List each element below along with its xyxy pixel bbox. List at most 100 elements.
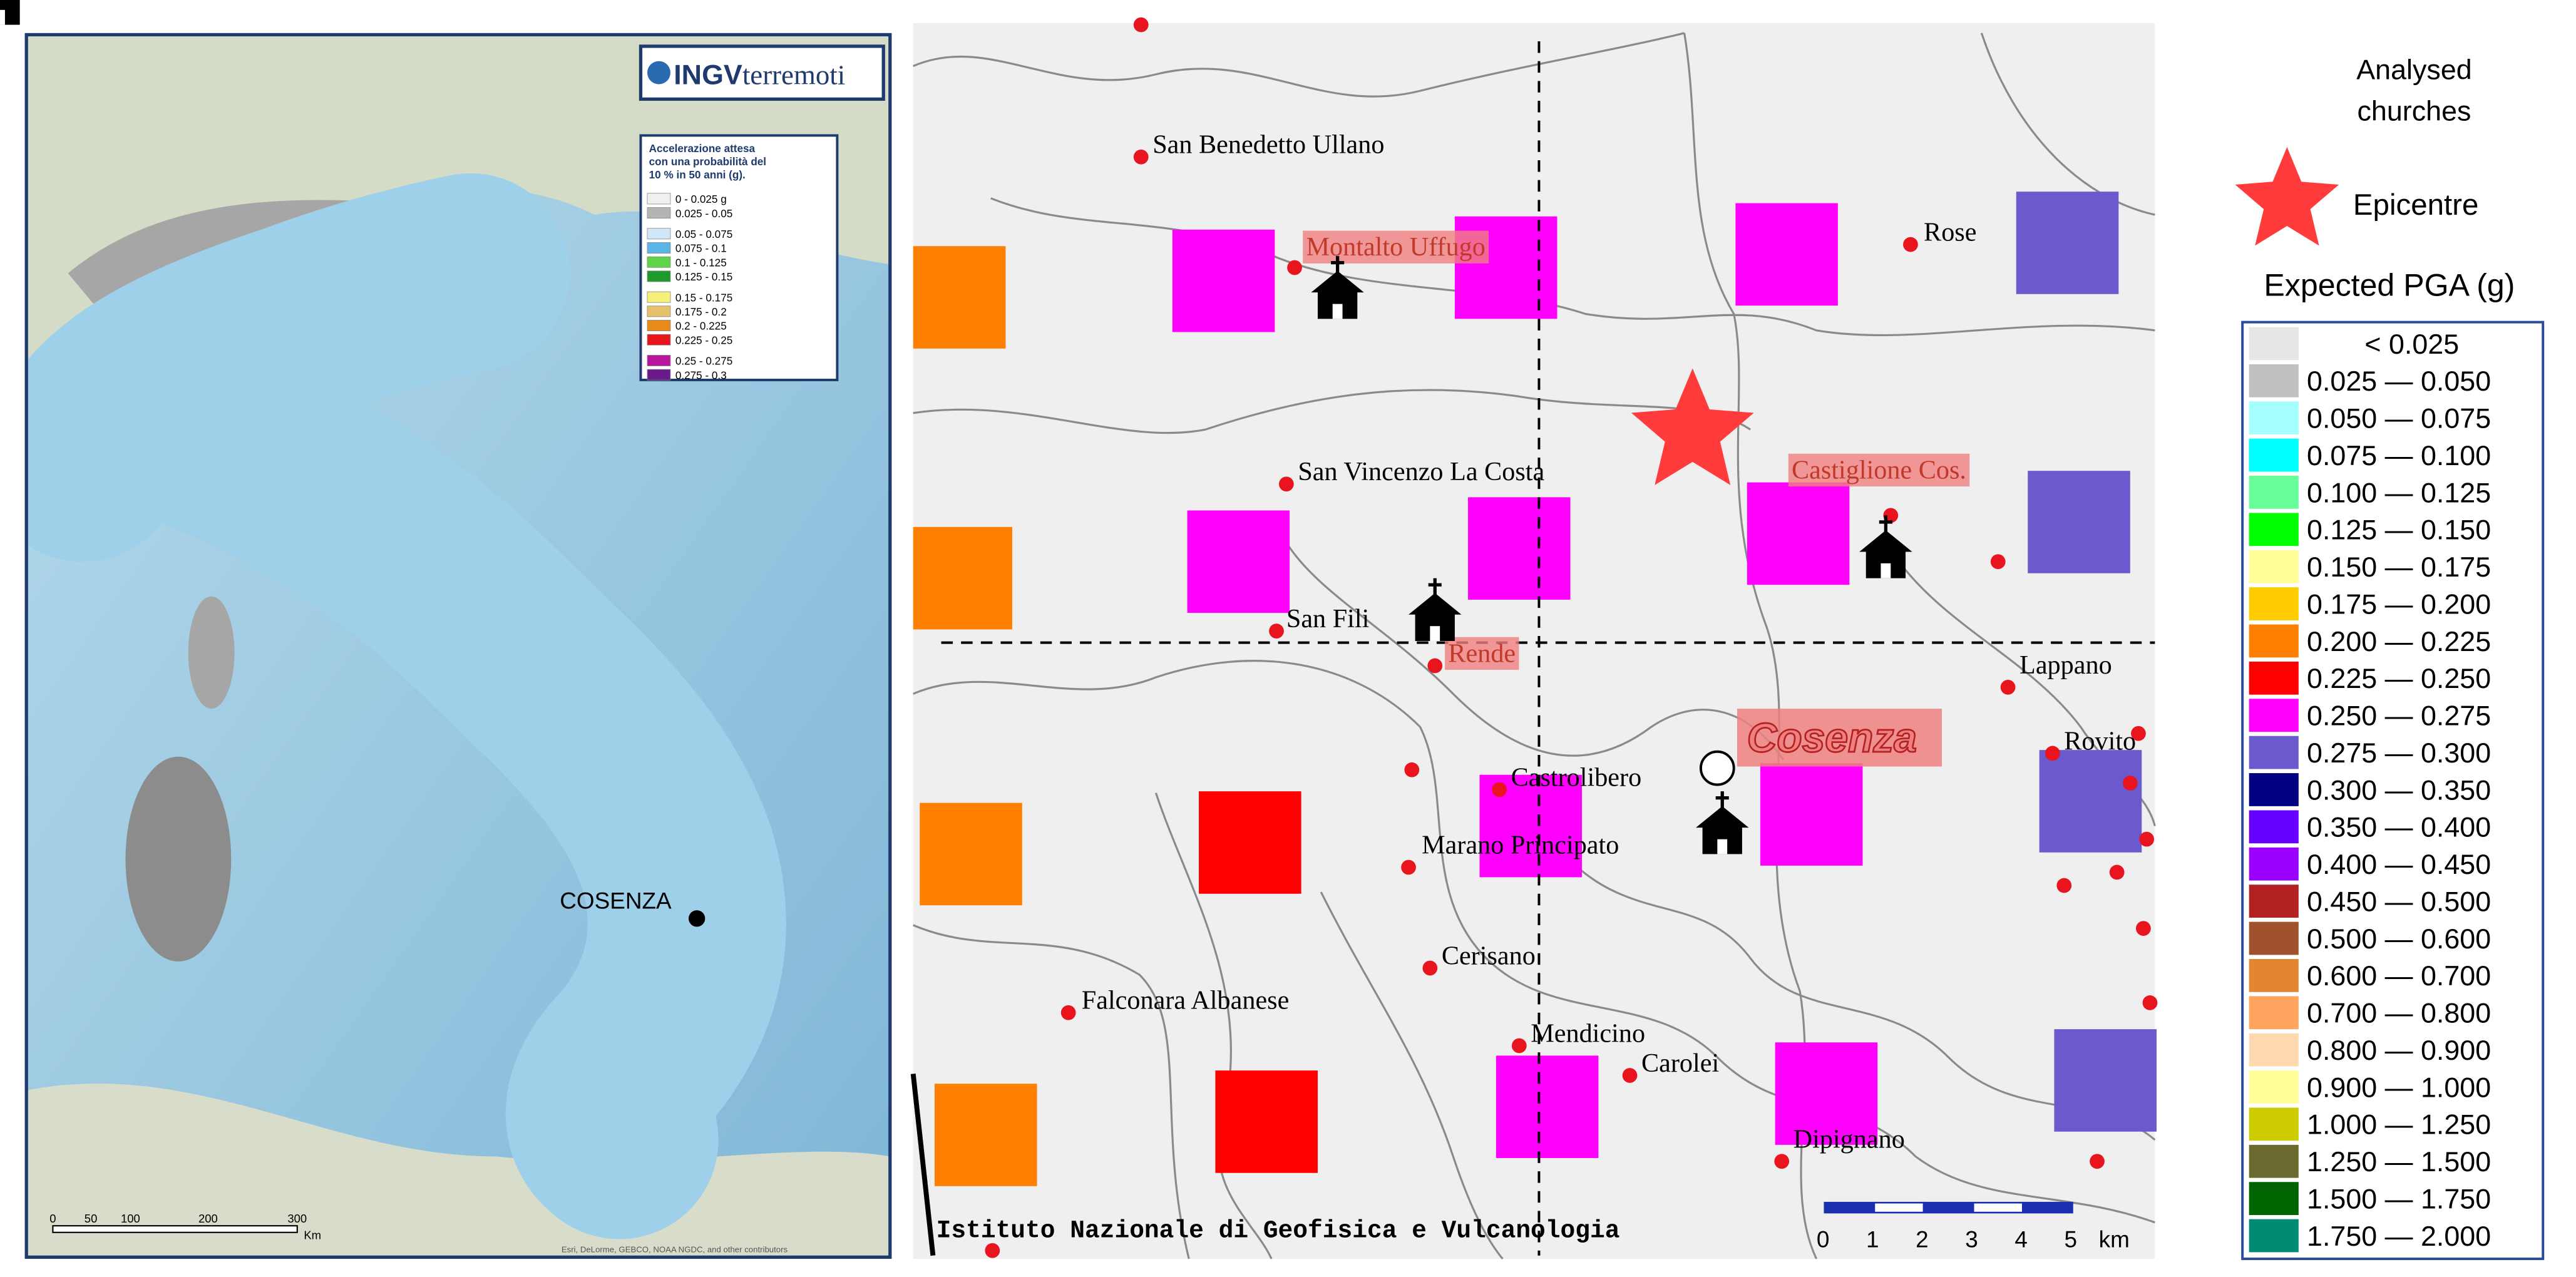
town-dot bbox=[1422, 960, 1438, 976]
left-legend-swatch bbox=[647, 369, 671, 381]
pga-cell bbox=[1735, 203, 1838, 306]
legend-label: 0.100 — 0.125 bbox=[2307, 476, 2491, 508]
town-dot bbox=[985, 1243, 1000, 1258]
left-legend-label: 0.275 - 0.3 bbox=[675, 369, 727, 381]
pga-cell bbox=[1775, 1042, 1878, 1145]
pga-cell bbox=[1496, 1055, 1599, 1158]
town-dot bbox=[1401, 859, 1416, 875]
legend-swatch bbox=[2249, 1070, 2299, 1104]
legend-label: 0.175 — 0.200 bbox=[2307, 588, 2491, 620]
legend-label: 0.600 — 0.700 bbox=[2307, 960, 2491, 992]
scale-label: 3 bbox=[1965, 1226, 1978, 1252]
pga-cell bbox=[1187, 510, 1290, 613]
legend-label: 0.275 — 0.300 bbox=[2307, 737, 2491, 769]
legend-label: 0.250 — 0.275 bbox=[2307, 700, 2491, 732]
town-dot bbox=[2136, 921, 2151, 936]
town-dot bbox=[1404, 762, 1420, 777]
right-scale: 0 1 2 3 4 5 km bbox=[1817, 1201, 2130, 1252]
town-label: Rende bbox=[1448, 638, 1516, 668]
logo-globe bbox=[647, 61, 670, 85]
town-dot bbox=[1133, 17, 1149, 33]
left-legend-label: 0.15 - 0.175 bbox=[675, 291, 732, 304]
left-legend-title: 10 % in 50 anni (g). bbox=[649, 168, 746, 181]
left-legend-swatch bbox=[647, 355, 671, 366]
town-label: Castrolibero bbox=[1511, 762, 1642, 792]
town-dot bbox=[2045, 746, 2060, 761]
scale-label: 2 bbox=[1916, 1226, 1929, 1252]
legend-label: 0.700 — 0.800 bbox=[2307, 997, 2491, 1029]
left-map-frame bbox=[24, 33, 892, 1259]
town-label: Dipignano bbox=[1793, 1124, 1905, 1154]
city-label: COSENZA bbox=[560, 888, 672, 913]
town-label: Marano Principato bbox=[1422, 831, 1619, 860]
legend-swatch bbox=[2249, 364, 2299, 397]
town-dot bbox=[1774, 1154, 1790, 1169]
scale-seg bbox=[1824, 1201, 1876, 1214]
marker bbox=[1699, 750, 1735, 786]
pga-cell bbox=[1760, 763, 1863, 866]
pga-cell bbox=[913, 526, 1012, 630]
legend-label: 0.350 — 0.400 bbox=[2307, 811, 2491, 843]
legend-swatch bbox=[2249, 921, 2299, 955]
town-dot bbox=[1287, 260, 1302, 275]
legend-label: 0.400 — 0.450 bbox=[2307, 848, 2491, 880]
legend-swatch bbox=[2249, 401, 2299, 435]
pga-cell bbox=[1468, 497, 1571, 600]
town-label: San Vincenzo La Costa bbox=[1298, 457, 1544, 486]
legend-label: 0.075 — 0.100 bbox=[2307, 439, 2491, 471]
city-name: Cosenza bbox=[1747, 714, 1917, 761]
town-dot bbox=[1903, 237, 1918, 252]
town-dot bbox=[2109, 864, 2125, 880]
legend-swatch bbox=[2249, 1182, 2299, 1216]
town-dot bbox=[1427, 658, 1443, 674]
legend-swatch bbox=[2249, 996, 2299, 1030]
legend-swatch bbox=[2249, 1107, 2299, 1141]
scale-label: 100 bbox=[121, 1212, 140, 1225]
left-legend-swatch bbox=[647, 320, 671, 332]
left-legend-swatch bbox=[647, 270, 671, 282]
legend-swatch bbox=[2249, 587, 2299, 620]
legend-label: 0.450 — 0.500 bbox=[2307, 885, 2491, 917]
legend-label: 0.025 — 0.050 bbox=[2307, 365, 2491, 397]
scale-unit: Km bbox=[304, 1228, 321, 1241]
legend-swatch bbox=[2249, 810, 2299, 844]
town-label: San Benedetto Ullano bbox=[1152, 130, 1384, 160]
pga-cell bbox=[1747, 482, 1850, 585]
town-highlight bbox=[1445, 637, 1519, 670]
pga-cell bbox=[1172, 229, 1275, 332]
town-label: Falconara Albanese bbox=[1082, 986, 1290, 1015]
legend-label: 0.800 — 0.900 bbox=[2307, 1034, 2491, 1066]
town-label: San Fili bbox=[1286, 604, 1369, 633]
left-legend-label: 0.1 - 0.125 bbox=[675, 256, 727, 269]
legend-label: 0.200 — 0.225 bbox=[2307, 625, 2491, 657]
legend-label: 0.900 — 1.000 bbox=[2307, 1071, 2491, 1103]
left-legend-label: 0.175 - 0.2 bbox=[675, 305, 727, 318]
town-dot bbox=[1492, 782, 1507, 797]
credits: Esri, DeLorme, GEBCO, NOAA NGDC, and oth… bbox=[562, 1244, 788, 1254]
legend-swatch bbox=[2249, 699, 2299, 732]
legend-swatch bbox=[2249, 958, 2299, 992]
logo-box bbox=[639, 44, 885, 101]
legend-label: 0.050 — 0.075 bbox=[2307, 403, 2491, 434]
town-dot bbox=[2000, 679, 2016, 695]
logo: INGVterremoti bbox=[674, 59, 845, 91]
pga-cell bbox=[2054, 1029, 2157, 1132]
town-label: Castiglione Cos. bbox=[1792, 455, 1966, 485]
legend-swatch bbox=[2249, 1144, 2299, 1178]
town-dot bbox=[2122, 776, 2138, 791]
town-labels: San Benedetto Ullano Montalto Uffugo Rose S… bbox=[1082, 130, 2136, 1154]
town-dot bbox=[2139, 831, 2155, 847]
town-label: Rovito bbox=[2064, 726, 2136, 756]
left-legend-label: 0.05 - 0.075 bbox=[675, 228, 732, 240]
town-dot bbox=[1269, 623, 1284, 638]
pga-legend: < 0.025 0.025 — 0.050 0.050 — 0.075 0.075 —… bbox=[2249, 327, 2491, 1253]
left-legend-label: 0.2 - 0.225 bbox=[675, 320, 727, 332]
scale-label: 1 bbox=[1866, 1226, 1879, 1252]
footer: Istituto Nazionale di Geofisica e Vulcan… bbox=[936, 1217, 1620, 1245]
left-legend-swatch bbox=[647, 334, 671, 346]
town-label: Rose bbox=[1924, 217, 1976, 247]
town-dot bbox=[1990, 554, 2006, 570]
